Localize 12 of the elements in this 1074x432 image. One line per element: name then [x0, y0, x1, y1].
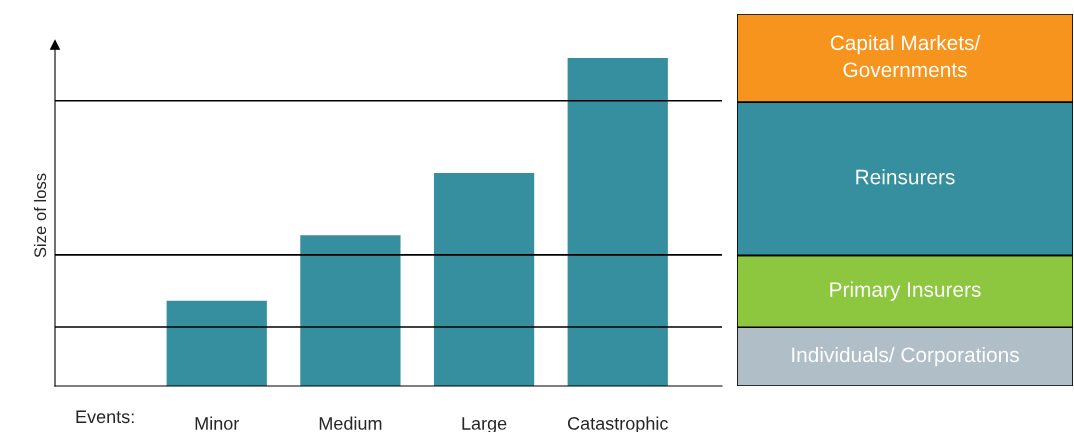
bar [166, 300, 267, 386]
x-tick-label: Medium [319, 416, 382, 430]
series-label: Primary Insurers [830, 281, 981, 302]
series-label: Reinsurers [856, 169, 955, 185]
x-axis-title: Events: [76, 410, 134, 424]
bar [567, 58, 668, 386]
series-label: Capital Markets/ Governments [830, 34, 981, 78]
bar [300, 235, 401, 386]
x-tick-label: Minor [195, 416, 240, 430]
bar [433, 172, 535, 386]
y-axis-title: Size of loss [33, 173, 47, 258]
series-label: Individuals/ Corporations [792, 346, 1019, 367]
